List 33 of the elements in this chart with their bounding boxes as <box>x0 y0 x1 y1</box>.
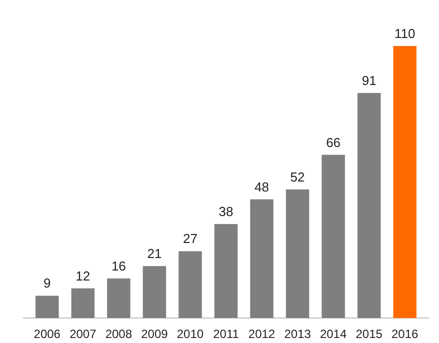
bar <box>286 189 310 318</box>
x-tick-label: 2006 <box>34 327 61 341</box>
bar <box>322 154 345 318</box>
data-label: 52 <box>290 169 305 184</box>
bar <box>71 288 95 318</box>
data-label: 12 <box>76 268 90 284</box>
bar <box>178 251 202 318</box>
x-tick-label: 2012 <box>248 327 276 341</box>
x-tick-label: 2010 <box>176 327 204 341</box>
data-label: 91 <box>362 72 376 88</box>
data-label: 21 <box>147 246 162 262</box>
bar <box>107 278 130 318</box>
x-tick-label: 2016 <box>392 327 419 341</box>
bar <box>393 46 416 318</box>
x-tick-label: 2009 <box>141 327 168 341</box>
data-label: 27 <box>182 231 198 246</box>
bar <box>250 199 274 318</box>
data-label: 16 <box>111 258 126 274</box>
bar <box>357 92 381 318</box>
bar <box>142 266 166 318</box>
bar <box>214 224 238 318</box>
data-label: 38 <box>218 204 234 220</box>
data-label: 48 <box>254 179 270 194</box>
bar <box>36 296 59 318</box>
x-tick-label: 2011 <box>213 327 240 341</box>
data-label: 66 <box>326 134 341 150</box>
x-tick-label: 2015 <box>356 327 383 341</box>
data-label: 110 <box>394 26 416 41</box>
data-label: 9 <box>44 276 51 291</box>
x-tick-label: 2007 <box>70 327 97 341</box>
x-tick-label: 2008 <box>105 327 132 341</box>
x-tick-label: 2013 <box>284 327 312 341</box>
x-tick-label: 2014 <box>320 327 347 341</box>
